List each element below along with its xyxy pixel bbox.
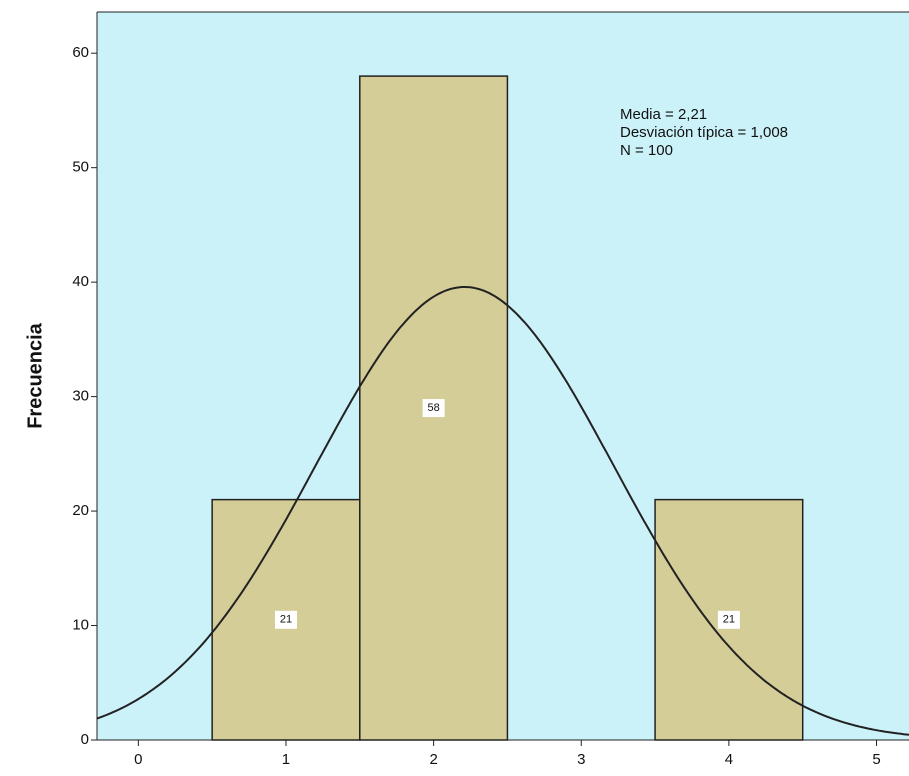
value-label: 58: [427, 402, 439, 414]
x-tick-label: 4: [725, 751, 733, 768]
y-tick-label: 10: [72, 617, 89, 634]
value-label: 21: [723, 614, 735, 626]
value-label-box: [717, 610, 740, 629]
y-tick-label: 60: [72, 44, 89, 61]
y-tick-label: 50: [72, 159, 89, 176]
value-label: 21: [280, 614, 292, 626]
y-tick-label: 0: [81, 731, 89, 748]
value-label-box: [422, 399, 445, 418]
y-axis-label: Frecuencia: [24, 322, 46, 428]
y-tick-label: 30: [72, 388, 89, 405]
stats-label: N = 100: [620, 142, 673, 159]
normal-curve: [96, 286, 909, 736]
x-tick-label: 5: [872, 751, 880, 768]
y-tick-label: 20: [72, 502, 89, 519]
stats-label: Media = 2,21: [620, 106, 707, 123]
x-tick-label: 1: [282, 751, 290, 768]
x-tick-label: 3: [577, 751, 585, 768]
value-label-box: [274, 610, 297, 629]
x-tick-label: 2: [429, 751, 437, 768]
y-tick-label: 40: [72, 273, 89, 290]
stats-label: Desviación típica = 1,008: [620, 124, 788, 141]
x-tick-label: 0: [134, 751, 142, 768]
